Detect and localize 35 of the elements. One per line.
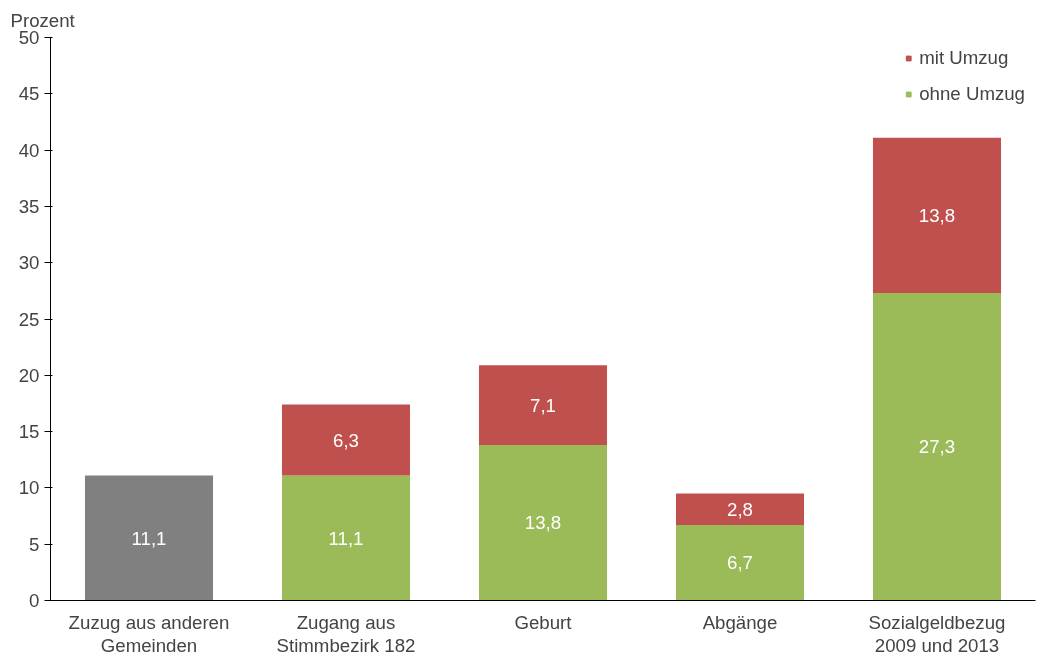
y-tick-label: 25 [18,308,40,330]
x-tick-label: Sozialgeldbezug 2009 und 2013 [868,611,1006,656]
y-tick-label: 5 [29,533,40,555]
data-label: 6,7 [727,552,753,574]
y-tick-label: 0 [29,590,40,611]
data-label: 27,3 [918,436,956,458]
x-tick-label: Abgänge [702,611,778,633]
legend-label: ohne Umzug [919,83,1025,105]
bar [675,493,805,526]
data-label: 7,1 [530,394,556,416]
y-tick-label: 20 [18,364,40,386]
data-label: 11,1 [328,527,364,549]
x-tick-label: Zugang aus Stimmbezirk 182 [276,611,416,656]
bar [478,365,608,446]
data-label: 13,8 [918,204,956,226]
data-label: 13,8 [524,512,562,534]
x-tick-label: Geburt [514,611,573,633]
y-tick-label: 35 [18,195,40,217]
data-label: 2,8 [727,498,753,520]
data-label: 6,3 [333,429,359,451]
y-tick-label: 30 [18,252,40,274]
y-tick-label: 10 [18,477,40,499]
data-label: 11,1 [131,527,167,549]
bar [281,475,411,601]
bar [281,404,411,476]
legend-label: mit Umzug [919,47,1009,69]
y-tick-label: 40 [18,139,40,161]
y-tick-label: 45 [18,83,40,105]
bar [84,475,214,601]
bar [675,525,805,601]
bar [872,137,1002,294]
bar [872,293,1002,601]
y-tick-label: 15 [18,421,40,443]
bar [478,445,608,601]
x-tick-label: Zuzug aus anderen Gemeinden [68,611,230,656]
